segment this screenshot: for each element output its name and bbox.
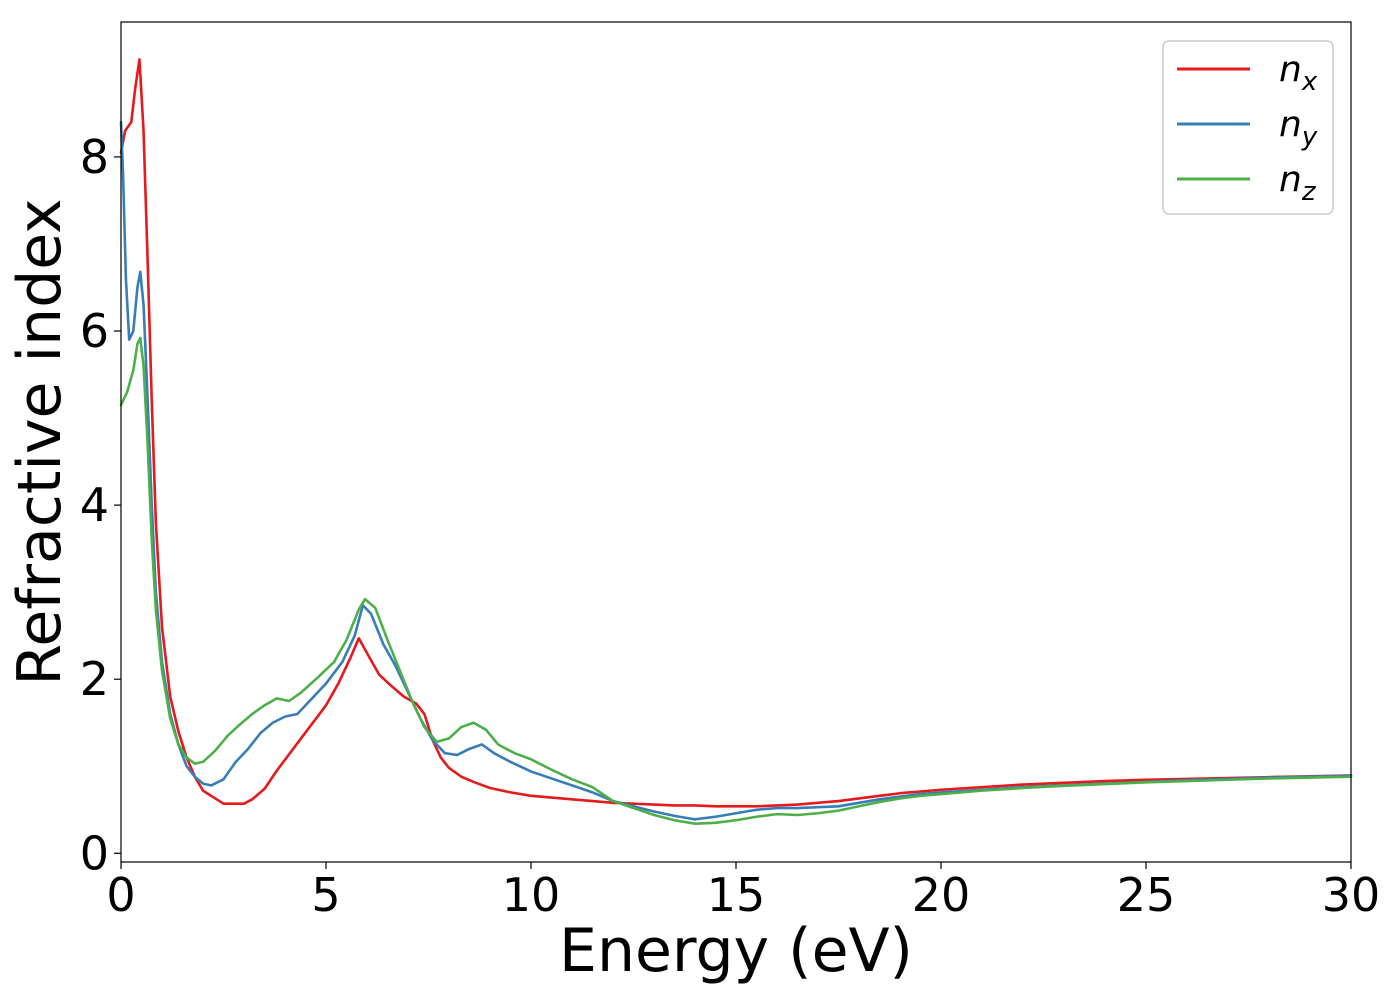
x-tick-label: 20 [912,868,971,922]
y-tick-label: 0 [80,826,109,880]
series-line-z [119,336,1353,825]
x-tick-label: 5 [311,868,340,922]
legend-items: nx ny nz [1177,49,1318,207]
x-tick-label: 10 [502,868,561,922]
legend-box [1162,40,1334,215]
y-tick-label: 6 [80,304,109,358]
legend: nx ny nz [1162,40,1334,215]
x-tick-label: 15 [707,868,766,922]
y-axis-title: Refractive index [5,198,75,685]
x-tick-label: 0 [106,868,135,922]
series-layer [119,58,1353,825]
y-axis-ticks: 0 2 4 6 8 [80,130,121,880]
x-tick-label: 25 [1117,868,1176,922]
legend-label-x: nx [1279,49,1318,97]
x-axis-ticks: 0 5 10 15 20 25 30 [106,862,1380,922]
y-tick-label: 8 [80,130,109,184]
y-tick-label: 4 [80,478,109,532]
legend-label-z: nz [1279,159,1317,207]
y-tick-label: 2 [80,652,109,706]
x-tick-label: 30 [1322,868,1381,922]
x-axis-title: Energy (eV) [559,916,913,986]
legend-label-y: ny [1279,104,1318,152]
